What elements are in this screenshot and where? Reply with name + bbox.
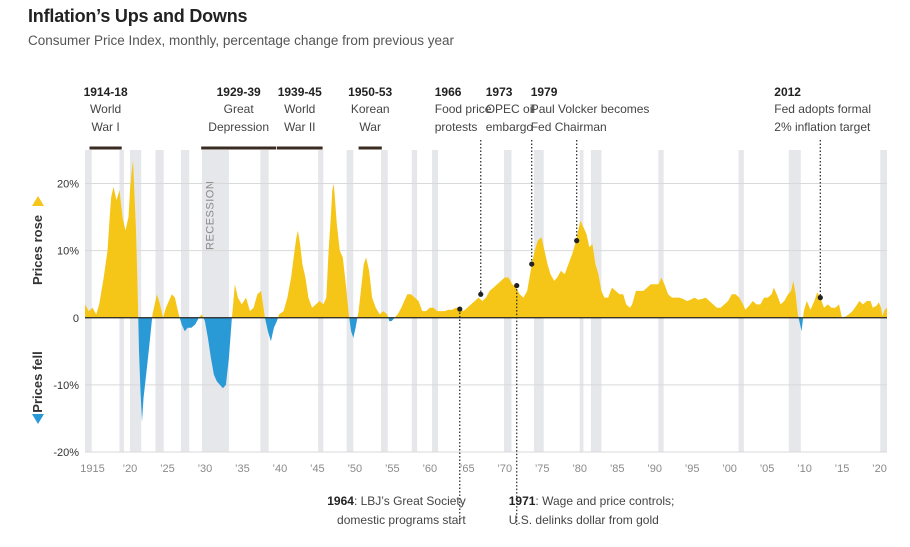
event-marker <box>514 282 520 289</box>
event-label-1964: 1964: LBJ’s Great Society <box>327 494 466 508</box>
x-tick-label: ’65 <box>460 463 475 475</box>
event-label: Korean <box>351 102 390 116</box>
event-year: 1979 <box>531 85 558 99</box>
recession-label: RECESSION <box>204 181 216 250</box>
event-year: 2012 <box>774 85 801 99</box>
x-tick-label: ’75 <box>535 463 550 475</box>
event-marker <box>817 295 823 301</box>
x-tick-label: ’35 <box>235 463 250 475</box>
event-marker <box>457 306 463 312</box>
event-label: Food price <box>435 102 492 116</box>
x-tick-label: ’80 <box>572 463 587 475</box>
event-marker <box>478 291 484 297</box>
event-label: Fed adopts formal <box>774 102 871 116</box>
x-tick-label: 1915 <box>80 463 104 475</box>
event-year: 1939-45 <box>278 85 322 99</box>
event-label: War I <box>92 120 120 134</box>
chart-title: Inflation’s Ups and Downs <box>28 6 248 26</box>
x-tick-label: ’30 <box>198 463 213 475</box>
y-tick-label: 20% <box>57 179 79 191</box>
event-marker <box>529 261 535 267</box>
x-tick-label: ’50 <box>347 463 362 475</box>
x-tick-label: ’00 <box>722 463 737 475</box>
event-label: domestic programs start <box>337 513 466 527</box>
event-label: U.S. delinks dollar from gold <box>509 513 659 527</box>
recession-band <box>155 150 164 452</box>
event-text: : LBJ’s Great Society <box>354 494 466 508</box>
event-text: : Wage and price controls; <box>535 494 674 508</box>
event-label: 2% inflation target <box>774 120 871 134</box>
event-label: Great <box>224 102 255 116</box>
x-tick-label: ’45 <box>310 463 325 475</box>
recession-band <box>180 150 190 452</box>
x-tick-label: ’25 <box>160 463 175 475</box>
y-tick-label: 0 <box>73 313 79 325</box>
event-label: War <box>359 120 381 134</box>
event-label: World <box>90 102 121 116</box>
event-label: Depression <box>208 120 269 134</box>
y-label-prices-fell: Prices fell <box>30 351 45 412</box>
event-year: 1973 <box>486 85 513 99</box>
event-label: Fed Chairman <box>531 120 607 134</box>
chart-subtitle: Consumer Price Index, monthly, percentag… <box>28 33 454 48</box>
x-tick-label: ’95 <box>685 463 700 475</box>
event-label: protests <box>435 120 478 134</box>
event-label-1971: 1971: Wage and price controls; <box>509 494 675 508</box>
x-tick-label: ’85 <box>610 463 625 475</box>
event-label: World <box>284 102 315 116</box>
y-tick-label: 10% <box>57 246 79 258</box>
event-year: 1966 <box>435 85 462 99</box>
event-year: 1950-53 <box>348 85 392 99</box>
event-label: embargo <box>486 120 534 134</box>
event-label: OPEC oil <box>486 102 535 116</box>
event-year: 1929-39 <box>217 85 261 99</box>
recession-band <box>260 150 269 452</box>
x-tick-label: ’60 <box>422 463 437 475</box>
area-prices-rose <box>85 160 887 318</box>
x-tick-label: ’05 <box>760 463 775 475</box>
x-tick-label: ’40 <box>273 463 288 475</box>
event-label: Paul Volcker becomes <box>531 102 650 116</box>
recession-band <box>880 150 887 452</box>
x-tick-label: ’90 <box>647 463 662 475</box>
x-tick-label: ’15 <box>835 463 850 475</box>
recession-band <box>85 150 92 452</box>
y-tick-label: -20% <box>53 447 79 459</box>
arrow-down-icon <box>32 414 44 424</box>
y-tick-label: -10% <box>53 380 79 392</box>
x-tick-label: ’20 <box>123 463 138 475</box>
recession-band <box>346 150 354 452</box>
recession-band <box>201 150 229 452</box>
recession-band <box>318 150 324 452</box>
arrow-up-icon <box>32 196 44 206</box>
x-tick-label: ’55 <box>385 463 400 475</box>
event-marker <box>574 238 580 244</box>
event-year: 1971 <box>509 494 536 508</box>
recession-band <box>381 150 388 452</box>
event-year: 1964 <box>327 494 354 508</box>
x-tick-label: ’70 <box>497 463 512 475</box>
event-year: 1914-18 <box>84 85 128 99</box>
recession-band <box>738 150 744 452</box>
x-tick-label: ’20 <box>872 463 887 475</box>
recession-band <box>432 150 439 452</box>
x-tick-label: ’10 <box>797 463 812 475</box>
y-label-prices-rose: Prices rose <box>30 215 45 285</box>
event-label: War II <box>284 120 316 134</box>
